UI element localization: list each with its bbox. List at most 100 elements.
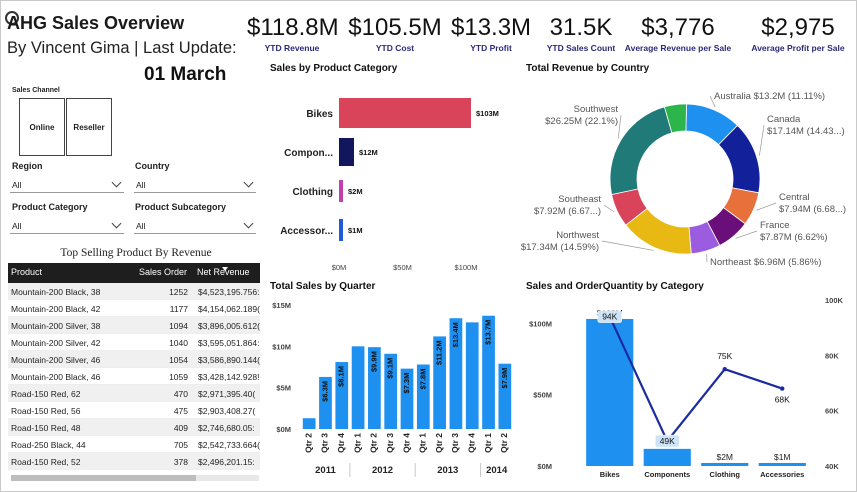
- year-tick-label: 2014: [486, 465, 508, 476]
- product-subcategory-dropdown[interactable]: All: [134, 218, 256, 234]
- sales-channel-online-button[interactable]: Online: [19, 98, 65, 156]
- line-data-label: 68K: [775, 395, 790, 405]
- region-dropdown[interactable]: All: [10, 177, 124, 193]
- table-horizontal-scrollbar[interactable]: [11, 475, 259, 481]
- cell-product: Mountain-200 Black, 46: [11, 372, 101, 382]
- quarter-bar[interactable]: [465, 322, 479, 429]
- quarter-bar[interactable]: [498, 363, 512, 429]
- quarter-bar[interactable]: [335, 362, 349, 429]
- product-category-value: All: [12, 221, 22, 231]
- table-row[interactable]: Road-150 Red, 62 470 $2,971,395.40(: [8, 385, 260, 402]
- combo-chart-title: Sales and OrderQuantity by Category: [526, 281, 704, 292]
- quarter-bar[interactable]: [433, 336, 446, 429]
- kpi-label: Average Profit per Sale: [751, 43, 845, 53]
- table-row[interactable]: Road-150 Red, 56 475 $2,903,408.27(: [8, 402, 260, 419]
- kpi-average-revenue: $3,776 Average Revenue per Sale: [623, 13, 733, 53]
- table-row[interactable]: Mountain-200 Black, 46 1059 $3,428,142.928…: [8, 368, 260, 385]
- quarter-data-label: $6.3M: [320, 381, 329, 402]
- cell-sales-order: 705: [173, 440, 188, 450]
- leader-line: [756, 202, 777, 211]
- y-left-tick-label: $0M: [537, 462, 552, 471]
- combo-bar[interactable]: [701, 463, 749, 466]
- y-tick-label: $10M: [272, 342, 291, 351]
- kpi-label: YTD Sales Count: [546, 43, 616, 53]
- table-row[interactable]: Road-150 Red, 52 378 $2,496,201.15:: [8, 453, 260, 470]
- column-header-product[interactable]: Product: [11, 267, 43, 277]
- order-quantity-line[interactable]: [608, 316, 783, 444]
- quarter-bar[interactable]: [449, 318, 463, 429]
- donut-data-label: $7.87M (6.62%): [760, 232, 828, 243]
- category-bar[interactable]: [339, 98, 471, 128]
- kpi-value: 31.5K: [549, 14, 613, 41]
- quarter-chart-title: Total Sales by Quarter: [270, 281, 376, 292]
- table-row[interactable]: Road-150 Red, 48 409 $2,746,680.05:: [8, 419, 260, 436]
- donut-slice[interactable]: [609, 106, 673, 196]
- category-bar[interactable]: [339, 180, 343, 202]
- quarter-data-label: $9.1M: [386, 358, 395, 379]
- cell-sales-order: 1059: [169, 372, 188, 382]
- leader-line: [759, 124, 765, 156]
- country-dropdown[interactable]: All: [134, 177, 256, 193]
- column-header-net-revenue[interactable]: Net Revenue: [197, 267, 250, 277]
- y-right-tick-label: 40K: [825, 462, 839, 471]
- donut-slice[interactable]: [663, 103, 687, 134]
- quarter-bar[interactable]: [302, 418, 316, 429]
- kpi-value: $13.3M: [451, 14, 532, 41]
- line-data-label: 94K: [602, 312, 617, 322]
- cell-sales-order: 470: [173, 389, 188, 399]
- category-data-label: $2M: [348, 187, 363, 196]
- quarter-bar[interactable]: [400, 368, 414, 429]
- scrollbar-thumb[interactable]: [11, 475, 196, 481]
- category-tick-label: Accessor...: [280, 226, 333, 237]
- cell-net-revenue: $3,595,051.864:: [198, 338, 260, 348]
- cell-net-revenue: $3,586,890.144(: [198, 355, 260, 365]
- kpi-label: Average Revenue per Sale: [624, 43, 732, 53]
- cell-net-revenue: $2,903,408.27(: [198, 406, 256, 416]
- quarter-tick-label: Qtr 3: [320, 433, 330, 453]
- order-quantity-point[interactable]: [780, 386, 785, 391]
- table-row[interactable]: Road-250 Black, 44 705 $2,542,733.664(: [8, 436, 260, 453]
- chevron-down-icon: [111, 177, 122, 188]
- combo-bar[interactable]: [586, 318, 634, 466]
- sales-by-category-chart: Bikes $103M Compon... $12M Clothing $2M Access…: [280, 98, 499, 272]
- product-category-dropdown[interactable]: All: [10, 218, 124, 234]
- quarter-bar[interactable]: [368, 347, 381, 429]
- cell-sales-order: 1054: [169, 355, 188, 365]
- table-row[interactable]: Mountain-200 Silver, 38 1094 $3,896,005.61…: [8, 317, 260, 334]
- column-header-sales-order[interactable]: Sales Order: [139, 267, 188, 277]
- category-bar[interactable]: [339, 219, 343, 241]
- category-bar[interactable]: [339, 138, 354, 166]
- cell-sales-order: 475: [173, 406, 188, 416]
- quarter-bar[interactable]: [319, 376, 332, 429]
- table-row[interactable]: Mountain-200 Silver, 42 1040 $3,595,051.86…: [8, 334, 260, 351]
- kpi-label: YTD Revenue: [264, 43, 320, 53]
- revenue-by-country-donut: Australia $13.2M (11.11%) Canada$17.14M (…: [521, 91, 846, 268]
- quarter-bar[interactable]: [384, 353, 398, 429]
- kpi-ytd-revenue: $118.8M YTD Revenue: [247, 13, 339, 53]
- sales-channel-reseller-button[interactable]: Reseller: [66, 98, 112, 156]
- order-quantity-point[interactable]: [722, 366, 727, 372]
- quarter-bar[interactable]: [416, 364, 430, 429]
- table-row[interactable]: Mountain-200 Silver, 46 1054 $3,586,890.14…: [8, 351, 260, 368]
- kpi-average-profit: $2,975 Average Profit per Sale: [743, 13, 853, 53]
- table-row[interactable]: Mountain-200 Black, 38 1252 $4,523,195.756…: [8, 283, 260, 300]
- quarter-bar[interactable]: [351, 346, 365, 429]
- line-data-label: 49K: [660, 436, 675, 446]
- chevron-down-icon: [111, 218, 122, 229]
- quarter-tick-label: Qtr 2: [303, 433, 313, 453]
- donut-data-label: Australia $13.2M (11.11%): [714, 91, 825, 102]
- quarter-bar[interactable]: [482, 315, 495, 429]
- combo-bar[interactable]: [643, 448, 691, 466]
- quarter-tick-label: Qtr 2: [499, 433, 509, 453]
- quarter-data-label: $7.8M: [418, 369, 427, 390]
- y-left-tick-label: $100M: [529, 319, 552, 328]
- combo-bar[interactable]: [758, 463, 806, 466]
- leader-line: [601, 240, 654, 251]
- quarter-data-label: $11.2M: [435, 340, 444, 365]
- cell-product: Mountain-200 Silver, 46: [11, 355, 101, 365]
- cell-sales-order: 1040: [169, 338, 188, 348]
- table-row[interactable]: Mountain-200 Black, 42 1177 $4,154,062.189…: [8, 300, 260, 317]
- product-category-label: Product Category: [12, 202, 88, 212]
- quarter-data-label: $8.1M: [337, 366, 346, 387]
